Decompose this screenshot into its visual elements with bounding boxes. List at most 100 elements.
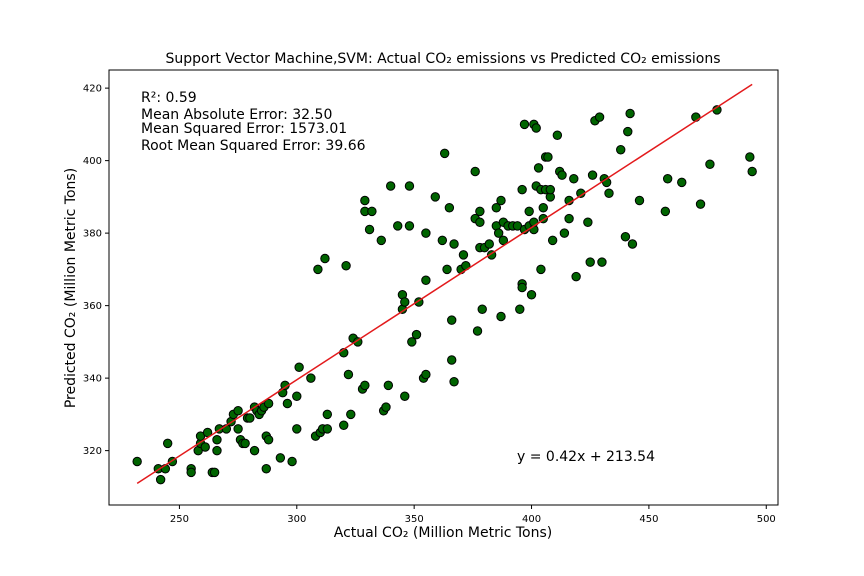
data-point	[400, 297, 410, 307]
data-point	[597, 257, 607, 267]
data-point	[404, 181, 415, 191]
data-point	[233, 406, 243, 416]
data-point	[559, 228, 570, 238]
data-point	[491, 203, 502, 213]
data-point	[594, 112, 605, 122]
data-point	[353, 337, 363, 347]
data-point	[292, 391, 302, 401]
data-point	[545, 184, 556, 195]
data-point	[282, 398, 293, 409]
y-tick-label: 420	[83, 84, 102, 95]
data-point	[745, 152, 755, 162]
data-point	[526, 290, 537, 300]
data-point	[360, 195, 370, 206]
stat-r2: R²: 0.59	[141, 90, 197, 106]
data-point	[623, 126, 633, 137]
y-tick-label: 320	[83, 446, 102, 457]
data-point	[493, 228, 504, 238]
x-axis-label: Actual CO₂ (Million Metric Tons)	[334, 525, 553, 541]
data-point	[449, 377, 459, 387]
data-point	[517, 184, 527, 195]
data-point	[393, 221, 403, 231]
data-point	[531, 123, 541, 133]
data-point	[292, 424, 302, 434]
data-point	[496, 311, 506, 322]
data-point	[564, 213, 574, 224]
data-point	[533, 163, 544, 173]
data-point	[132, 456, 142, 467]
data-point	[212, 435, 222, 445]
x-tick-label: 500	[757, 514, 776, 525]
data-point	[421, 275, 431, 285]
data-point	[437, 235, 448, 246]
regression-line	[136, 83, 753, 484]
data-point	[660, 206, 671, 217]
data-point	[233, 424, 243, 434]
data-point	[430, 192, 440, 202]
data-point	[547, 235, 558, 246]
data-point	[517, 282, 527, 293]
data-point	[439, 148, 450, 159]
data-point	[400, 391, 410, 401]
y-axis-label: Predicted CO₂ (Million Metric Tons)	[63, 168, 79, 408]
data-point	[202, 427, 213, 438]
data-point	[557, 170, 567, 180]
data-point	[421, 228, 431, 238]
data-point	[360, 380, 370, 391]
x-tick-label: 350	[405, 514, 424, 525]
data-point	[364, 224, 375, 235]
data-point	[616, 145, 626, 155]
data-point	[747, 166, 757, 177]
data-point	[421, 369, 431, 380]
data-point	[444, 203, 455, 213]
data-point	[662, 174, 673, 184]
data-point	[634, 195, 645, 206]
data-point	[294, 362, 304, 372]
data-point	[383, 380, 394, 391]
data-point	[472, 326, 483, 336]
data-point	[477, 304, 487, 314]
x-tick-label: 450	[639, 514, 658, 525]
data-point	[306, 373, 316, 383]
data-points	[132, 105, 757, 485]
data-point	[376, 235, 386, 246]
data-point	[261, 464, 271, 474]
metrics-box: R²: 0.59 Mean Absolute Error: 32.50 Mean…	[141, 90, 366, 154]
data-point	[604, 188, 614, 198]
data-point	[475, 206, 485, 217]
data-point	[411, 329, 422, 340]
data-point	[447, 315, 457, 325]
data-point	[212, 445, 222, 456]
data-point	[313, 264, 323, 275]
chart-title: Support Vector Machine,SVM: Actual CO₂ e…	[166, 51, 721, 67]
stat-rmse: Root Mean Squared Error: 39.66	[141, 138, 366, 154]
data-point	[263, 398, 274, 409]
data-point	[515, 304, 525, 314]
x-axis: 250 300 350 400 450 500	[170, 505, 776, 525]
fit-equation: y = 0.42x + 213.54	[517, 449, 655, 465]
data-point	[320, 253, 330, 264]
data-point	[381, 402, 391, 412]
stat-mse: Mean Squared Error: 1573.01	[141, 121, 347, 137]
y-tick-label: 380	[83, 229, 102, 240]
data-point	[322, 409, 333, 420]
data-point	[498, 235, 509, 246]
data-point	[346, 409, 356, 420]
data-point	[322, 424, 333, 434]
data-point	[343, 369, 354, 380]
data-point	[341, 261, 351, 271]
data-point	[620, 232, 631, 242]
stat-mae: Mean Absolute Error: 32.50	[141, 107, 332, 123]
data-point	[571, 271, 581, 282]
data-point	[627, 239, 638, 249]
data-point	[524, 206, 534, 217]
data-point	[583, 217, 593, 227]
data-point	[543, 152, 553, 162]
data-point	[587, 170, 598, 180]
data-point	[536, 264, 546, 275]
data-point	[275, 453, 286, 463]
y-tick-label: 360	[83, 301, 102, 312]
data-point	[367, 206, 377, 217]
data-point	[484, 239, 494, 249]
